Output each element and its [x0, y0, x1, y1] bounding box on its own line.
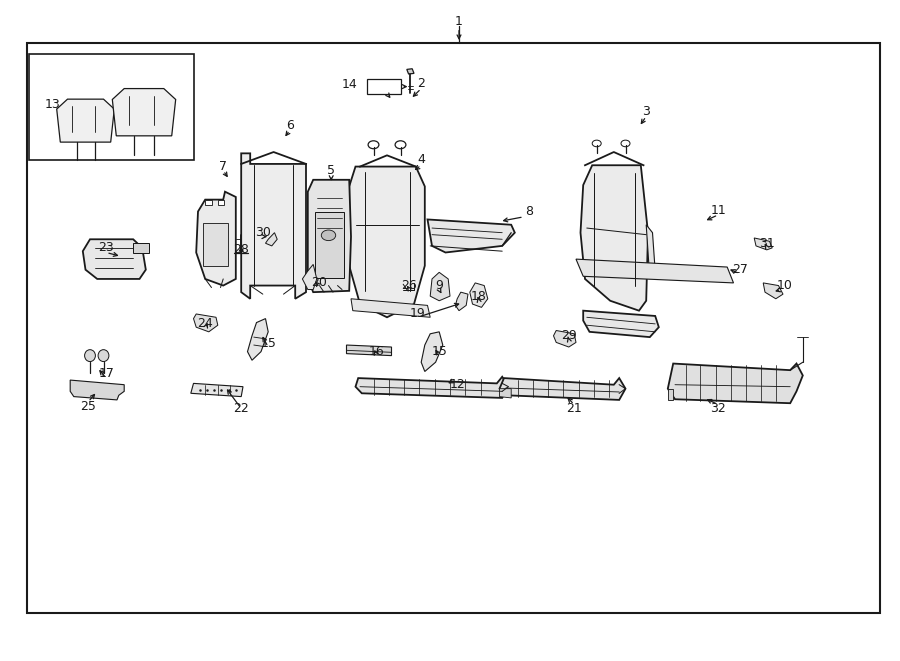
- Polygon shape: [428, 219, 515, 253]
- Polygon shape: [421, 332, 443, 371]
- Text: 2: 2: [418, 77, 425, 90]
- Polygon shape: [407, 69, 414, 74]
- Polygon shape: [500, 378, 626, 400]
- Text: 21: 21: [566, 402, 582, 415]
- Polygon shape: [351, 299, 430, 317]
- Text: 4: 4: [418, 153, 425, 167]
- Text: 1: 1: [455, 15, 463, 28]
- Polygon shape: [554, 330, 576, 347]
- Text: 9: 9: [436, 279, 443, 292]
- Polygon shape: [356, 377, 508, 398]
- Text: 3: 3: [643, 104, 650, 118]
- Polygon shape: [583, 311, 659, 337]
- Text: 7: 7: [220, 160, 227, 173]
- Polygon shape: [580, 165, 648, 311]
- Polygon shape: [576, 259, 734, 283]
- Polygon shape: [112, 89, 176, 136]
- Polygon shape: [455, 292, 468, 311]
- Text: 15: 15: [431, 345, 447, 358]
- Polygon shape: [57, 99, 114, 142]
- Text: 28: 28: [233, 243, 249, 256]
- Bar: [202, 223, 228, 266]
- Bar: [205, 200, 212, 205]
- Circle shape: [321, 230, 336, 241]
- Text: 18: 18: [471, 290, 487, 303]
- Polygon shape: [430, 272, 450, 301]
- Polygon shape: [668, 364, 803, 403]
- Bar: [315, 212, 344, 278]
- Text: 27: 27: [732, 263, 748, 276]
- Text: 10: 10: [777, 279, 793, 292]
- Bar: [367, 79, 401, 94]
- Text: 5: 5: [328, 164, 335, 177]
- Text: 30: 30: [255, 226, 271, 239]
- Text: 16: 16: [368, 345, 384, 358]
- Bar: [27, 43, 880, 613]
- Text: 26: 26: [401, 279, 418, 292]
- Polygon shape: [302, 264, 317, 290]
- Text: 15: 15: [260, 337, 276, 350]
- Text: 23: 23: [98, 241, 114, 254]
- Bar: [29, 54, 194, 160]
- Text: 6: 6: [286, 119, 293, 132]
- Text: 14: 14: [341, 78, 357, 91]
- Bar: [218, 200, 224, 205]
- Polygon shape: [191, 383, 243, 397]
- Text: 24: 24: [197, 317, 213, 330]
- Polygon shape: [248, 319, 268, 360]
- Polygon shape: [763, 283, 783, 299]
- Ellipse shape: [98, 350, 109, 362]
- Polygon shape: [349, 167, 425, 317]
- Text: 17: 17: [98, 367, 114, 380]
- Text: 32: 32: [710, 402, 726, 415]
- Text: 22: 22: [233, 402, 249, 415]
- Text: 25: 25: [80, 400, 96, 413]
- Polygon shape: [500, 389, 511, 398]
- Ellipse shape: [85, 350, 95, 362]
- Polygon shape: [83, 239, 146, 279]
- Polygon shape: [308, 180, 351, 292]
- Text: 11: 11: [710, 204, 726, 217]
- Text: 13: 13: [44, 98, 60, 111]
- Polygon shape: [346, 345, 392, 356]
- Text: 29: 29: [561, 329, 577, 342]
- Bar: [133, 243, 149, 253]
- Text: 19: 19: [410, 307, 426, 321]
- Polygon shape: [668, 389, 673, 400]
- Polygon shape: [70, 380, 124, 400]
- Text: 8: 8: [526, 205, 533, 218]
- Polygon shape: [470, 283, 488, 307]
- Text: 31: 31: [759, 237, 775, 250]
- Text: 20: 20: [311, 276, 328, 290]
- Polygon shape: [196, 192, 236, 286]
- Polygon shape: [646, 225, 655, 279]
- Polygon shape: [266, 233, 277, 246]
- Polygon shape: [754, 238, 772, 250]
- Polygon shape: [194, 314, 218, 332]
- Polygon shape: [241, 153, 306, 299]
- Text: 12: 12: [449, 378, 465, 391]
